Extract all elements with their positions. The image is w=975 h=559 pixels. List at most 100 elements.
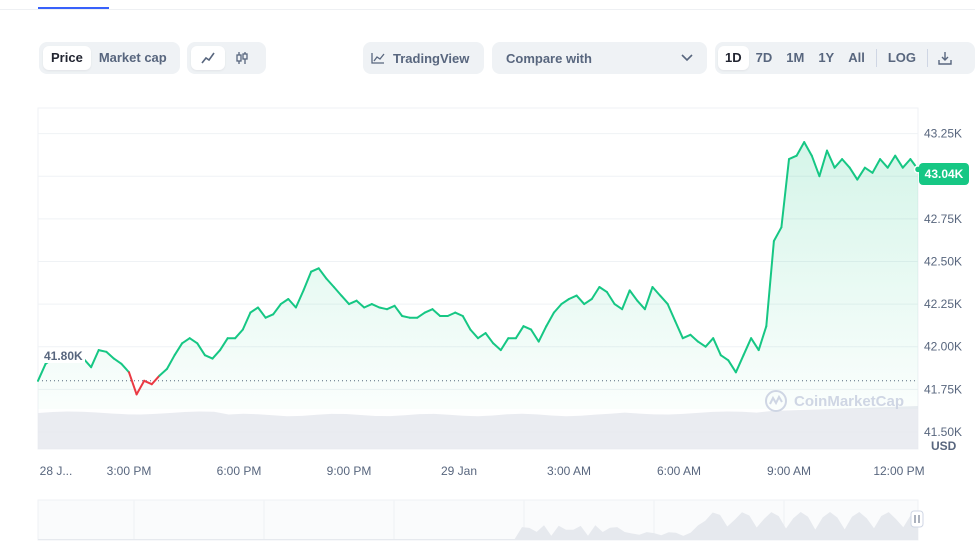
price-line-segment xyxy=(643,286,654,311)
price-line-segment xyxy=(636,299,646,311)
price-line-segment xyxy=(188,337,199,345)
price-line-segment xyxy=(340,294,350,306)
x-tick-label: 28 J... xyxy=(40,464,73,478)
price-line-segment xyxy=(704,337,715,348)
price-line-segment xyxy=(568,294,578,300)
price-line-segment xyxy=(757,325,768,352)
price-line-segment xyxy=(112,357,123,365)
price-line-segment xyxy=(431,308,442,317)
tradingview-icon xyxy=(371,53,385,64)
price-line-segment xyxy=(401,315,411,319)
price-line-segment xyxy=(150,374,161,386)
price-line-segment xyxy=(818,149,828,178)
price-line-segment xyxy=(135,379,146,396)
download-button[interactable] xyxy=(932,46,958,70)
price-line-segment xyxy=(886,154,897,169)
currency-label: USD xyxy=(931,439,957,453)
toolbar-separator xyxy=(927,49,929,67)
price-line-segment xyxy=(545,311,555,328)
price-tab[interactable]: Price xyxy=(43,46,91,70)
range-navigator[interactable] xyxy=(37,499,924,541)
price-line-segment xyxy=(575,294,586,306)
price-line-segment xyxy=(879,158,889,169)
price-line-segment xyxy=(613,303,624,311)
range-1m-button[interactable]: 1M xyxy=(786,50,805,65)
current-price-tag: 43.04K xyxy=(919,163,969,185)
price-line-segment xyxy=(522,325,533,331)
price-line-segment xyxy=(105,350,115,360)
price-line-segment xyxy=(166,354,176,370)
y-tick-label: 42.00K xyxy=(924,340,962,354)
price-line-segment xyxy=(863,166,874,174)
price-line-segment xyxy=(120,362,130,374)
price-line-segment xyxy=(772,226,783,242)
price-line xyxy=(37,141,923,396)
price-line-segment xyxy=(514,325,525,340)
compare-with-label: Compare with xyxy=(506,50,592,66)
price-line-segment xyxy=(727,359,737,374)
price-line-segment xyxy=(203,354,214,360)
price-line-segment xyxy=(143,379,153,386)
price-line-segment xyxy=(712,337,722,357)
coinmarketcap-logo-icon xyxy=(765,390,787,412)
tradingview-label: TradingView xyxy=(393,50,470,66)
y-tick-label: 43.25K xyxy=(924,127,962,141)
y-tick-label: 42.75K xyxy=(924,212,962,226)
price-line-segment xyxy=(249,306,259,314)
candlestick-chart-button[interactable] xyxy=(225,46,259,70)
price-line-segment xyxy=(90,349,100,369)
price-line-segment xyxy=(856,166,866,181)
price-line-segment xyxy=(196,342,206,357)
price-line-segment xyxy=(697,340,707,348)
price-line-segment xyxy=(264,313,275,319)
price-line-segment xyxy=(287,298,297,309)
price-line-segment xyxy=(454,311,464,317)
range-1y-button[interactable]: 1Y xyxy=(818,50,835,65)
price-line-segment xyxy=(484,332,495,345)
x-tick-label: 29 Jan xyxy=(441,464,477,478)
price-line-segment xyxy=(378,306,388,311)
price-line-segment xyxy=(606,291,616,306)
navigator-history-area xyxy=(38,512,918,540)
x-tick-label: 6:00 AM xyxy=(657,464,701,478)
x-axis-labels: 28 J... 3:00 PM 6:00 PM 9:00 PM 29 Jan 3:00 A… xyxy=(40,464,925,478)
price-line-segment xyxy=(272,303,282,316)
tradingview-button[interactable]: TradingView xyxy=(363,42,484,74)
price-line-segment xyxy=(234,328,244,340)
price-line-segment xyxy=(37,362,47,382)
range-1d-button[interactable]: 1D xyxy=(718,46,749,70)
price-line-segment xyxy=(499,337,510,352)
navigator-handle xyxy=(910,510,924,528)
price-line-segment xyxy=(795,141,806,157)
price-line-segment xyxy=(492,342,502,352)
price-line-segment xyxy=(780,158,790,229)
price-line-segment xyxy=(765,240,775,328)
log-scale-button[interactable]: LOG xyxy=(887,50,917,65)
range-all-button[interactable]: All xyxy=(848,50,865,65)
price-line-segment xyxy=(848,166,859,181)
compare-with-dropdown[interactable]: Compare with xyxy=(492,42,707,74)
x-tick-label: 6:00 PM xyxy=(217,464,262,478)
price-line-segment xyxy=(810,154,821,178)
price-line-segment xyxy=(734,354,745,374)
line-chart-button[interactable] xyxy=(191,46,225,70)
market-cap-tab[interactable]: Market cap xyxy=(98,50,167,65)
price-line-segment xyxy=(681,333,692,340)
price-line-segment xyxy=(416,311,426,319)
x-tick-label: 9:00 PM xyxy=(327,464,372,478)
price-line-segment xyxy=(325,277,335,288)
volume-area xyxy=(38,406,918,449)
price-line-segment xyxy=(355,299,366,309)
price-line-segment xyxy=(674,320,684,340)
price-line-segment xyxy=(158,367,168,377)
price-line-segment xyxy=(689,333,699,343)
price-line-segment xyxy=(742,337,753,357)
time-range-selector: 1D 7D 1M 1Y All LOG xyxy=(715,42,975,74)
price-line-segment xyxy=(583,298,593,306)
range-7d-button[interactable]: 7D xyxy=(755,50,773,65)
price-line-segment xyxy=(552,303,563,314)
price-line-segment xyxy=(560,298,570,306)
price-line-segment xyxy=(628,289,639,302)
price-line-segment xyxy=(370,303,381,309)
